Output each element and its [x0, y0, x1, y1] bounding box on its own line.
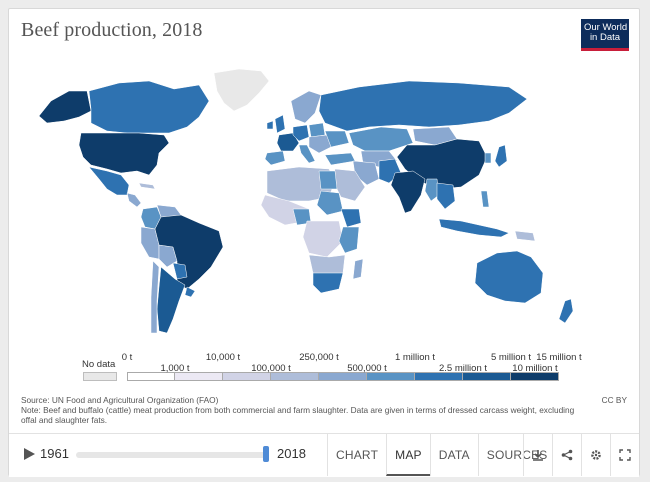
country-eastern-europe[interactable]: [308, 134, 332, 154]
country-madagascar[interactable]: [352, 258, 364, 280]
legend-tick-label: 10 million t: [512, 363, 558, 374]
legend-no-data-swatch: [83, 372, 117, 381]
country-central-africa[interactable]: [302, 220, 344, 258]
country-japan[interactable]: [494, 144, 508, 168]
tab-chart[interactable]: CHART: [327, 434, 386, 476]
country-scandinavia[interactable]: [290, 90, 322, 124]
play-icon[interactable]: [21, 446, 37, 462]
legend-tick-label: 15 million t: [536, 352, 582, 363]
download-button[interactable]: [523, 434, 552, 476]
note-line: Note: Beef and buffalo (cattle) meat pro…: [21, 405, 575, 425]
country-korea[interactable]: [484, 152, 492, 164]
share-button[interactable]: [552, 434, 581, 476]
logo-line-2: in Data: [589, 32, 621, 43]
country-brazil[interactable]: [154, 214, 224, 290]
chart-frame: Beef production, 2018 Our World in Data: [8, 8, 641, 477]
country-philippines[interactable]: [480, 190, 490, 208]
license-label[interactable]: CC BY: [601, 395, 627, 405]
country-central-america[interactable]: [126, 192, 142, 208]
timeline-slider-handle[interactable]: [263, 446, 269, 462]
timeline-start-year[interactable]: 1961: [40, 446, 69, 461]
logo-line-1: Our World: [584, 22, 628, 33]
country-germany[interactable]: [292, 124, 310, 142]
country-ukraine[interactable]: [324, 130, 350, 148]
legend-tick-label: 500,000 t: [347, 363, 387, 374]
controls-footer: 1961 2018 CHART MAP DATA SOURCES: [9, 433, 639, 477]
legend-tick-label: 1,000 t: [160, 363, 190, 374]
legend-tick-label: 5 million t: [490, 352, 532, 363]
country-paraguay[interactable]: [172, 262, 188, 280]
country-new-zealand[interactable]: [558, 298, 574, 324]
settings-button[interactable]: [581, 434, 610, 476]
country-uk[interactable]: [274, 114, 286, 134]
map-legend: No data 0 t 10,000 t 250,000 t 1 million t 5…: [9, 351, 641, 385]
country-argentina[interactable]: [156, 266, 186, 334]
legend-tick-label: 0 t: [121, 352, 133, 363]
country-papua-new-guinea[interactable]: [514, 230, 536, 242]
legend-bin[interactable]: [127, 372, 175, 381]
tab-sources[interactable]: SOURCES: [477, 434, 556, 476]
legend-tick-label: 10,000 t: [205, 352, 241, 363]
country-greenland[interactable]: [213, 68, 270, 112]
source-text: Source: UN Food and Agricultural Organiz…: [21, 395, 581, 425]
fullscreen-button[interactable]: [610, 434, 639, 476]
owid-logo[interactable]: Our World in Data: [581, 19, 629, 51]
country-egypt[interactable]: [318, 170, 338, 190]
country-sudan[interactable]: [316, 190, 344, 216]
legend-bin[interactable]: [463, 372, 511, 381]
settings-icon: [591, 450, 601, 460]
country-indochina[interactable]: [436, 182, 456, 210]
timeline-slider[interactable]: [76, 452, 266, 458]
country-ethiopia[interactable]: [340, 208, 362, 228]
country-usa[interactable]: [78, 132, 170, 176]
download-icon: [533, 449, 543, 461]
legend-bin[interactable]: [367, 372, 415, 381]
legend-bin[interactable]: [271, 372, 319, 381]
legend-tick-label: 1 million t: [394, 352, 436, 363]
legend-bin[interactable]: [415, 372, 463, 381]
timeline-end-year[interactable]: 2018: [277, 446, 306, 461]
country-canada[interactable]: [88, 80, 210, 134]
tab-data[interactable]: DATA: [429, 434, 478, 476]
country-kenya-tanzania[interactable]: [338, 226, 360, 254]
legend-tick-label: 2.5 million t: [438, 363, 488, 374]
country-turkey[interactable]: [324, 152, 356, 166]
share-icon: [561, 449, 573, 461]
world-map[interactable]: [9, 61, 641, 353]
country-cuba[interactable]: [138, 182, 156, 190]
country-uruguay[interactable]: [184, 286, 196, 298]
legend-bin[interactable]: [223, 372, 271, 381]
country-poland[interactable]: [308, 122, 326, 138]
legend-tick-label: 100,000 t: [251, 363, 291, 374]
view-tabs: CHART MAP DATA SOURCES: [327, 434, 556, 476]
country-ireland[interactable]: [266, 120, 274, 130]
country-kazakhstan[interactable]: [348, 126, 414, 152]
country-mexico[interactable]: [88, 166, 130, 196]
legend-bin[interactable]: [511, 372, 559, 381]
country-indonesia[interactable]: [438, 218, 510, 238]
fullscreen-icon: [619, 449, 631, 461]
country-india[interactable]: [390, 170, 426, 214]
country-australia[interactable]: [474, 250, 544, 304]
country-spain[interactable]: [264, 150, 286, 166]
legend-no-data-label: No data: [82, 359, 116, 370]
source-line[interactable]: Source: UN Food and Agricultural Organiz…: [21, 395, 219, 405]
country-alaska[interactable]: [38, 90, 92, 124]
legend-bin[interactable]: [319, 372, 367, 381]
country-russia[interactable]: [318, 80, 528, 132]
country-italy[interactable]: [298, 144, 316, 164]
legend-bin[interactable]: [175, 372, 223, 381]
legend-tick-label: 250,000 t: [299, 352, 339, 363]
country-chile[interactable]: [150, 260, 160, 334]
country-south-africa[interactable]: [312, 272, 344, 294]
chart-title: Beef production, 2018: [21, 19, 203, 41]
toolbar: [523, 434, 639, 476]
tab-map[interactable]: MAP: [386, 434, 430, 476]
country-myanmar[interactable]: [424, 178, 440, 202]
